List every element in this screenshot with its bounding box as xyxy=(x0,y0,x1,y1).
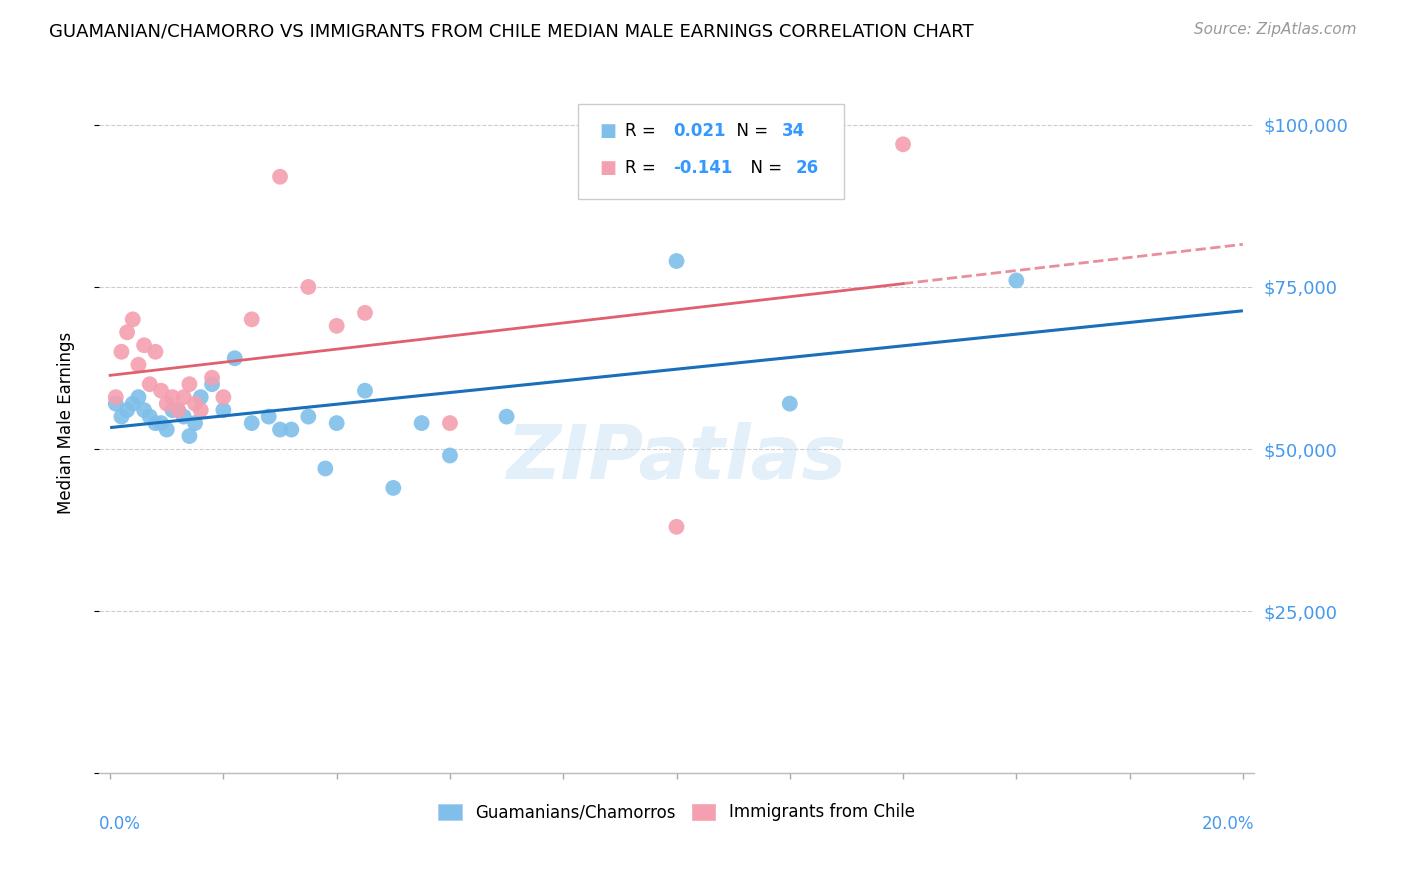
Point xyxy=(139,409,162,424)
Point xyxy=(297,280,319,294)
Point xyxy=(439,449,461,463)
Point xyxy=(354,384,377,398)
Text: ■: ■ xyxy=(599,122,616,140)
Point xyxy=(212,403,235,417)
Text: R =: R = xyxy=(624,122,661,140)
Point xyxy=(115,326,138,340)
Point xyxy=(297,409,319,424)
Text: -0.141: -0.141 xyxy=(673,159,733,178)
Point xyxy=(212,390,235,404)
Point xyxy=(184,416,207,430)
Point xyxy=(121,312,143,326)
Point xyxy=(156,423,179,437)
Point xyxy=(314,461,336,475)
Point xyxy=(201,377,224,392)
Point xyxy=(665,520,688,534)
Point xyxy=(190,390,212,404)
Point xyxy=(145,416,167,430)
Point xyxy=(132,338,155,352)
Point xyxy=(1005,273,1028,287)
Point xyxy=(162,403,184,417)
Point xyxy=(121,397,143,411)
Text: N =: N = xyxy=(725,122,773,140)
Point xyxy=(127,358,149,372)
Point xyxy=(224,351,246,366)
Point xyxy=(167,403,190,417)
Point xyxy=(145,344,167,359)
Point xyxy=(779,397,801,411)
Point xyxy=(354,306,377,320)
Point xyxy=(201,370,224,384)
Point xyxy=(173,390,195,404)
FancyBboxPatch shape xyxy=(578,104,844,199)
Point xyxy=(891,137,914,152)
Text: Source: ZipAtlas.com: Source: ZipAtlas.com xyxy=(1194,22,1357,37)
Point xyxy=(110,344,132,359)
Point xyxy=(240,416,263,430)
Text: ZIPatlas: ZIPatlas xyxy=(506,422,846,494)
Point xyxy=(411,416,433,430)
Text: 26: 26 xyxy=(796,159,818,178)
Point xyxy=(167,403,190,417)
Text: GUAMANIAN/CHAMORRO VS IMMIGRANTS FROM CHILE MEDIAN MALE EARNINGS CORRELATION CHA: GUAMANIAN/CHAMORRO VS IMMIGRANTS FROM CH… xyxy=(49,22,974,40)
Point xyxy=(665,254,688,268)
Point xyxy=(495,409,517,424)
Point xyxy=(173,409,195,424)
Text: R =: R = xyxy=(624,159,661,178)
Text: ■: ■ xyxy=(599,159,616,178)
Point xyxy=(382,481,405,495)
Point xyxy=(179,429,201,443)
Point xyxy=(110,409,132,424)
Point xyxy=(162,390,184,404)
Point xyxy=(156,397,179,411)
Point xyxy=(115,403,138,417)
Text: N =: N = xyxy=(740,159,787,178)
Point xyxy=(127,390,149,404)
Legend: Guamanians/Chamorros, Immigrants from Chile: Guamanians/Chamorros, Immigrants from Ch… xyxy=(432,797,921,828)
Point xyxy=(325,416,347,430)
Point xyxy=(104,397,127,411)
Point xyxy=(150,384,173,398)
Point xyxy=(240,312,263,326)
Point xyxy=(184,397,207,411)
Point xyxy=(179,377,201,392)
Point xyxy=(269,169,291,184)
Y-axis label: Median Male Earnings: Median Male Earnings xyxy=(58,332,75,514)
Text: 0.021: 0.021 xyxy=(673,122,725,140)
Point xyxy=(132,403,155,417)
Point xyxy=(439,416,461,430)
Text: 0.0%: 0.0% xyxy=(98,815,141,833)
Text: 34: 34 xyxy=(782,122,804,140)
Point xyxy=(325,318,347,333)
Point xyxy=(190,403,212,417)
Point xyxy=(104,390,127,404)
Point xyxy=(139,377,162,392)
Point xyxy=(257,409,280,424)
Point xyxy=(280,423,302,437)
Point xyxy=(269,423,291,437)
Text: 20.0%: 20.0% xyxy=(1202,815,1254,833)
Point xyxy=(150,416,173,430)
